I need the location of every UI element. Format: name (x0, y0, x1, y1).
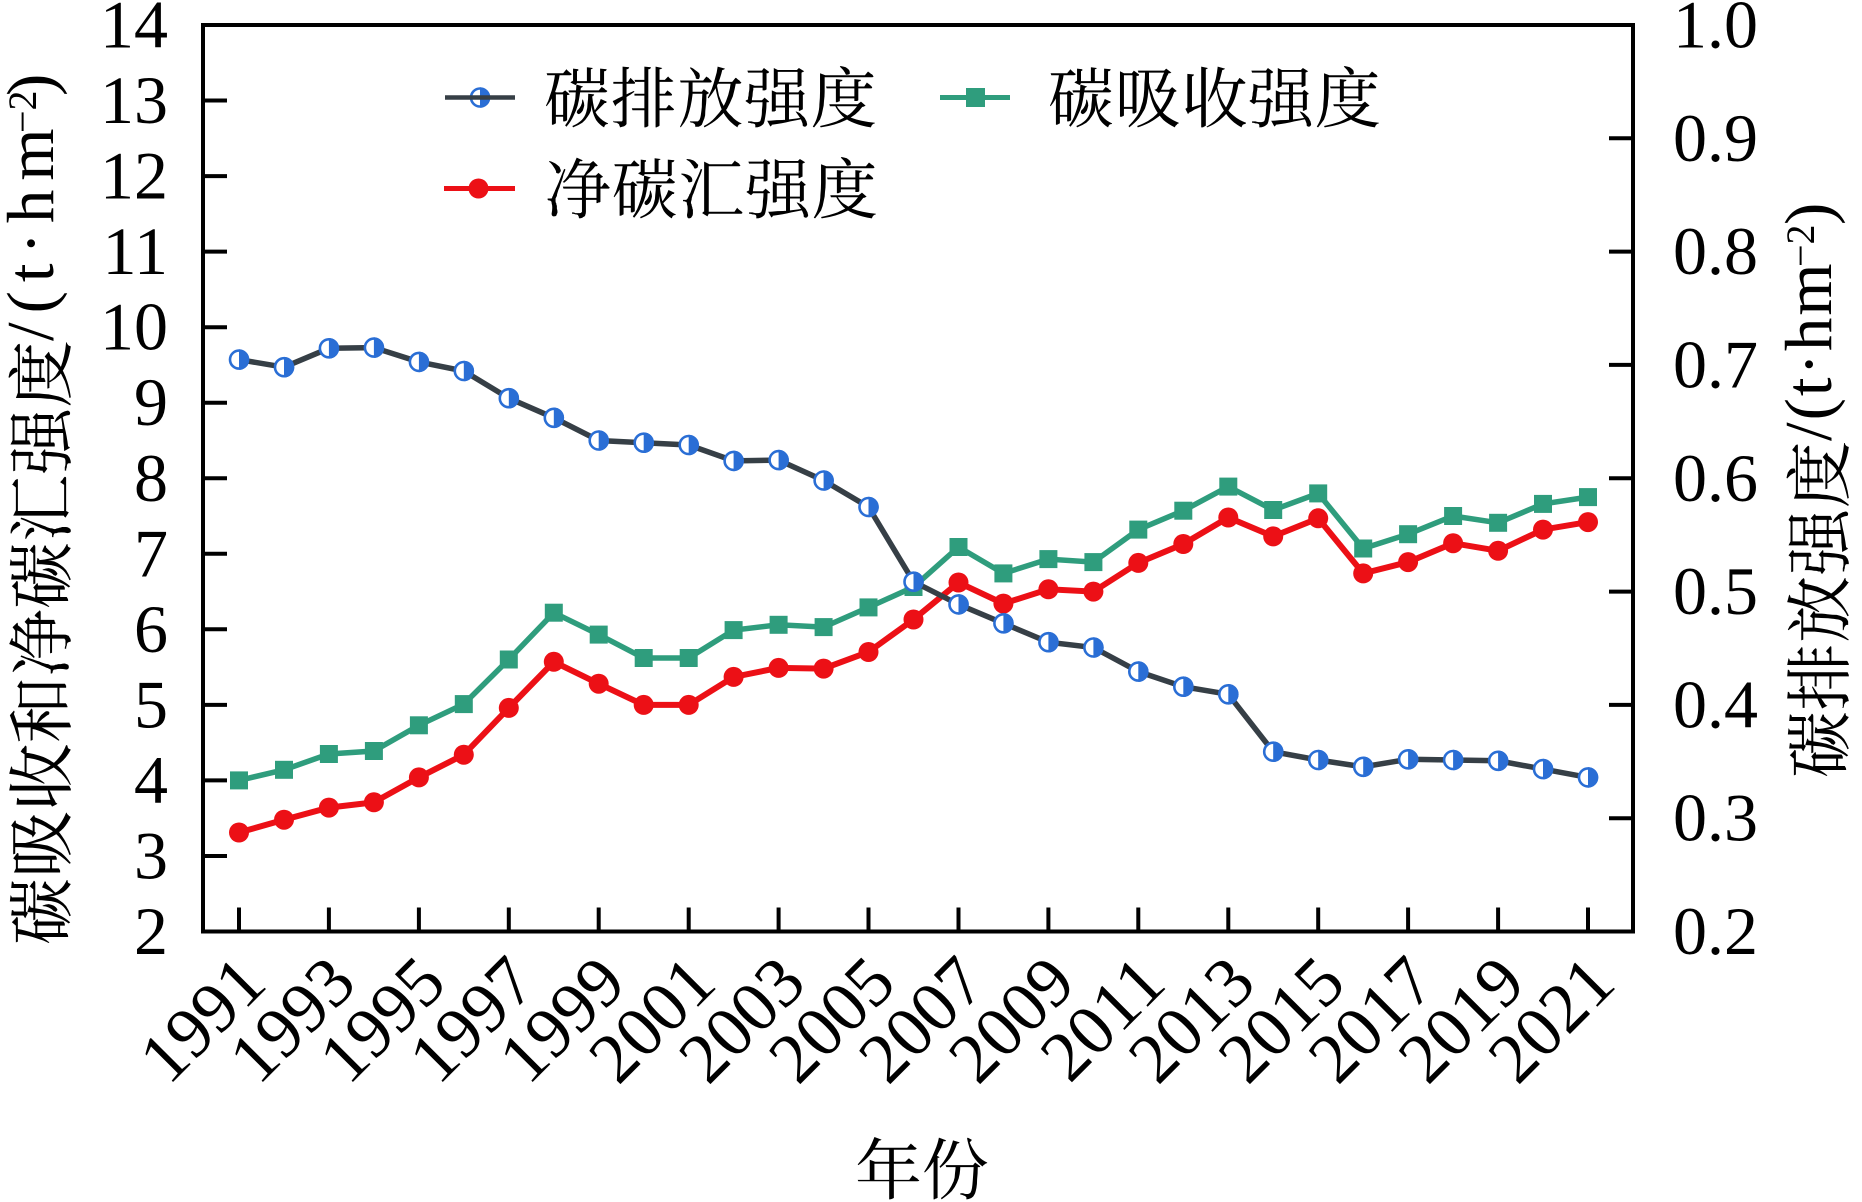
svg-text:13: 13 (100, 62, 168, 138)
svg-text:2: 2 (134, 893, 168, 969)
svg-text:1.0: 1.0 (1673, 0, 1758, 63)
svg-text:/(t·hm: /(t·hm (0, 120, 68, 341)
svg-text:4: 4 (134, 742, 168, 818)
svg-text:0.3: 0.3 (1673, 780, 1758, 856)
svg-text:0.2: 0.2 (1673, 893, 1758, 969)
svg-text:5: 5 (134, 666, 168, 742)
svg-text:0.6: 0.6 (1673, 440, 1758, 516)
svg-text:3: 3 (134, 818, 168, 894)
svg-text:0.9: 0.9 (1673, 100, 1758, 176)
svg-text:−2: −2 (1778, 224, 1823, 267)
svg-text:0.5: 0.5 (1673, 553, 1758, 629)
svg-text:): ) (1772, 203, 1846, 225)
svg-text:12: 12 (100, 138, 168, 214)
svg-text:6: 6 (134, 591, 168, 667)
svg-text:0.7: 0.7 (1673, 326, 1758, 402)
svg-text:0.8: 0.8 (1673, 213, 1758, 289)
svg-text:10: 10 (100, 289, 168, 365)
svg-text:8: 8 (134, 440, 168, 516)
svg-text:/(t·hm: /(t·hm (1772, 262, 1846, 441)
svg-text:9: 9 (134, 364, 168, 440)
svg-text:−2: −2 (0, 90, 45, 133)
svg-text:0.4: 0.4 (1673, 666, 1758, 742)
svg-text:11: 11 (103, 213, 168, 289)
svg-text:14: 14 (100, 0, 168, 63)
svg-text:): ) (0, 74, 68, 96)
svg-text:7: 7 (134, 515, 168, 591)
